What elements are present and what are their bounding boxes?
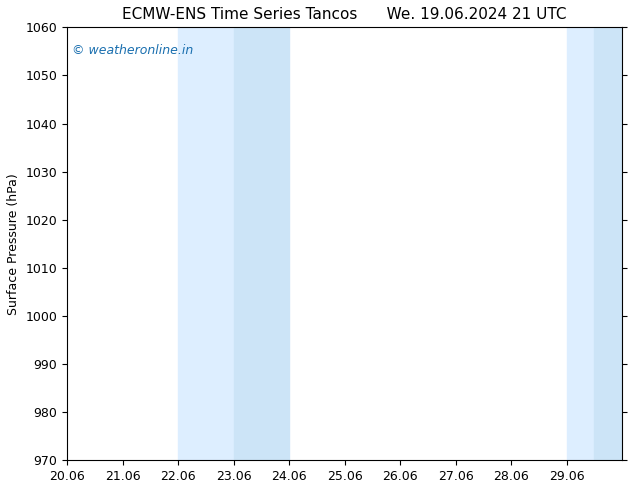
Bar xyxy=(233,27,289,460)
Bar xyxy=(178,27,233,460)
Bar xyxy=(567,27,595,460)
Y-axis label: Surface Pressure (hPa): Surface Pressure (hPa) xyxy=(7,173,20,315)
Bar xyxy=(595,27,622,460)
Title: ECMW-ENS Time Series Tancos      We. 19.06.2024 21 UTC: ECMW-ENS Time Series Tancos We. 19.06.20… xyxy=(122,7,567,22)
Text: © weatheronline.in: © weatheronline.in xyxy=(72,44,193,57)
